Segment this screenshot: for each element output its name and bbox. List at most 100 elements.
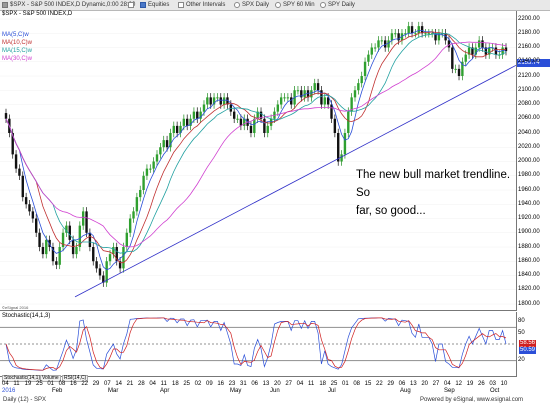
candle-body	[404, 33, 407, 35]
copyright-label: ©eSignal 2016	[2, 305, 29, 310]
candle-body	[189, 118, 192, 126]
candle-body	[192, 111, 196, 119]
date-tick: 12	[455, 381, 463, 387]
candle-body	[387, 40, 390, 48]
legend-ma3: MA(15,C)w	[2, 48, 33, 54]
price-tick: 1860.00	[518, 257, 540, 264]
date-tick: 07	[104, 381, 111, 387]
month-tick: Apr	[160, 388, 170, 394]
candle-body	[276, 104, 280, 112]
price-tick: 1880.00	[518, 243, 540, 250]
price-tick: 2160.00	[518, 44, 540, 50]
candle-body	[41, 247, 45, 255]
price-tick: 2180.00	[518, 29, 540, 36]
candle-body	[58, 247, 61, 265]
candle-body	[461, 61, 464, 76]
date-tick: 25	[36, 381, 43, 387]
tab-spx-daily[interactable]: SPX Daily	[242, 2, 270, 8]
footer-left: Daily (12) - SPX	[3, 397, 47, 403]
tab-equities[interactable]: Equities	[148, 2, 170, 8]
tab-spy-60-min[interactable]: SPY 60 Min	[283, 2, 315, 8]
crosshair-icon[interactable]	[128, 2, 134, 8]
candle-body	[88, 232, 92, 247]
date-tick: 06	[251, 381, 259, 387]
tab-spx-icon	[234, 2, 240, 8]
date-tick: 28	[138, 381, 145, 387]
candle-body	[145, 168, 149, 176]
stochastic-panel[interactable]: Stochastic(14,1,3)	[0, 312, 517, 377]
candle-body	[306, 90, 310, 98]
candle-body	[169, 133, 172, 148]
footer-right: Powered by eSignal, www.esignal.com	[420, 397, 524, 403]
candle-body	[239, 118, 243, 126]
date-tick: 21	[126, 381, 134, 387]
tab-intervals-icon	[178, 2, 184, 8]
month-tick: Jun	[270, 388, 280, 394]
candle-body	[407, 26, 410, 34]
candle-body	[196, 111, 199, 119]
tab-symbol[interactable]: $SPX - S&P 500 INDEX,D Dynamic,0:00 28:0…	[10, 2, 136, 8]
candle-body	[128, 218, 132, 233]
candle-body	[14, 154, 18, 169]
candle-body	[269, 118, 273, 126]
tab-spy-daily[interactable]: SPY Daily	[328, 2, 355, 8]
candle-body	[454, 68, 457, 70]
candle-body	[286, 97, 290, 99]
subtab-rsi[interactable]: RSI(14,C)	[62, 375, 89, 382]
candle-body	[383, 40, 387, 48]
candle-body	[467, 47, 471, 55]
price-chart-panel[interactable]: $SPX - S&P 500 INDEX,D MA(5,C)w MA(10,C)…	[0, 11, 517, 311]
date-tick: 22	[376, 381, 383, 387]
price-tick: 2060.00	[518, 115, 540, 122]
candle-body	[4, 113, 8, 119]
candle-body	[434, 33, 437, 41]
candle-body	[21, 175, 24, 198]
date-tick: 08	[353, 381, 361, 387]
annotation-line-2: far, so good...	[356, 205, 426, 217]
date-tick: 04	[296, 381, 304, 387]
candle-body	[263, 118, 266, 133]
candle-body	[135, 197, 139, 212]
price-tick: 1840.00	[518, 272, 540, 278]
ma10-line	[5, 31, 507, 264]
candle-body	[347, 111, 350, 133]
candle-body	[290, 97, 293, 105]
price-tick: 1980.00	[518, 172, 540, 179]
candle-body	[172, 125, 175, 133]
ma15-line	[5, 32, 507, 254]
candle-body	[132, 211, 135, 219]
candle-body	[350, 97, 353, 112]
date-tick: 25	[183, 381, 191, 387]
last-price-tag: 2153.74	[517, 59, 550, 67]
price-tick: 2200.00	[518, 15, 540, 22]
tab-other-intervals[interactable]: Other Intervals	[186, 2, 226, 8]
candle-body	[206, 97, 209, 105]
subtab-volume[interactable]: Volume	[40, 375, 61, 382]
price-tick: 2100.00	[518, 86, 540, 93]
candle-body	[122, 247, 125, 269]
stochastic-label: Stochastic(14,1,3)	[2, 313, 51, 319]
date-tick: 09	[206, 381, 213, 387]
candle-body	[182, 118, 186, 126]
date-tick: 29	[387, 381, 395, 387]
candle-body	[337, 133, 340, 162]
stoch-tick-20: 20	[518, 357, 525, 363]
chart-icon[interactable]	[2, 2, 8, 8]
candle-body	[236, 118, 239, 120]
candle-body	[400, 33, 404, 41]
candle-body	[414, 33, 417, 35]
candle-body	[477, 40, 481, 48]
candle-body	[216, 97, 219, 99]
month-tick: Sep	[444, 388, 455, 394]
date-tick: 14	[115, 381, 123, 387]
stoch-tick-80: 80	[518, 318, 525, 324]
candle-body	[108, 254, 112, 262]
price-tick: 2140.00	[518, 58, 540, 65]
date-tick: 13	[262, 381, 270, 387]
candle-body	[330, 104, 333, 119]
candle-body	[28, 204, 31, 212]
date-tick: 04	[444, 381, 451, 387]
candle-body	[259, 111, 263, 119]
candle-body	[95, 261, 98, 269]
date-tick: 11	[308, 381, 315, 387]
